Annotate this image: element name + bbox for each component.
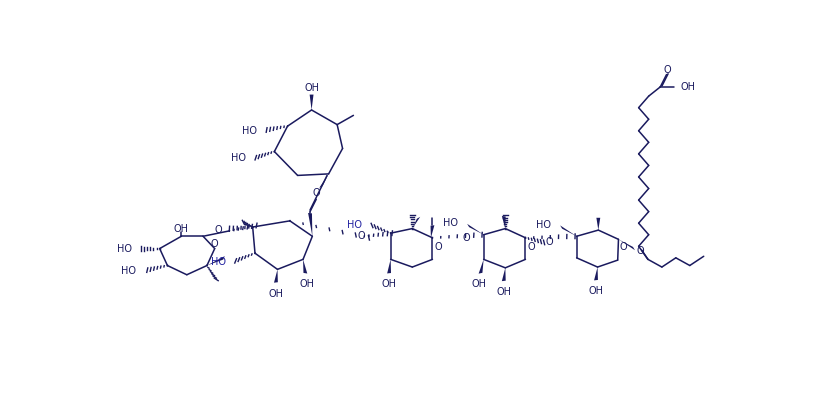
Text: O: O — [215, 225, 223, 235]
Text: OH: OH — [299, 280, 314, 290]
Text: HO: HO — [210, 257, 225, 267]
Text: O: O — [619, 242, 627, 252]
Polygon shape — [597, 218, 600, 230]
Polygon shape — [594, 267, 598, 280]
Polygon shape — [430, 225, 435, 238]
Text: O: O — [312, 188, 320, 198]
Text: HO: HO — [243, 126, 258, 136]
Text: O: O — [527, 242, 534, 252]
Text: O: O — [546, 238, 553, 248]
Polygon shape — [319, 174, 328, 188]
Polygon shape — [207, 256, 225, 265]
Text: HO: HO — [121, 266, 136, 276]
Text: O: O — [357, 231, 365, 241]
Text: O: O — [637, 246, 644, 256]
Polygon shape — [387, 259, 391, 273]
Polygon shape — [502, 216, 506, 228]
Text: OH: OH — [588, 286, 603, 296]
Text: O: O — [463, 233, 470, 243]
Text: OH: OH — [304, 84, 319, 94]
Polygon shape — [618, 239, 635, 250]
Text: OH: OH — [681, 82, 696, 92]
Text: HO: HO — [443, 218, 458, 228]
Polygon shape — [412, 217, 420, 228]
Text: O: O — [434, 242, 441, 252]
Polygon shape — [308, 213, 312, 236]
Text: HO: HO — [536, 220, 551, 230]
Text: O: O — [211, 239, 219, 249]
Polygon shape — [274, 270, 278, 283]
Polygon shape — [560, 225, 577, 236]
Text: OH: OH — [496, 287, 511, 297]
Polygon shape — [479, 259, 484, 274]
Polygon shape — [310, 94, 313, 110]
Text: OH: OH — [174, 223, 189, 233]
Text: HO: HO — [231, 154, 246, 163]
Text: O: O — [663, 65, 671, 75]
Polygon shape — [502, 268, 506, 281]
Polygon shape — [467, 224, 484, 235]
Text: OH: OH — [471, 280, 486, 290]
Text: HO: HO — [347, 220, 362, 230]
Polygon shape — [303, 259, 307, 274]
Text: OH: OH — [268, 289, 283, 299]
Text: OH: OH — [381, 280, 396, 290]
Text: HO: HO — [117, 244, 132, 254]
